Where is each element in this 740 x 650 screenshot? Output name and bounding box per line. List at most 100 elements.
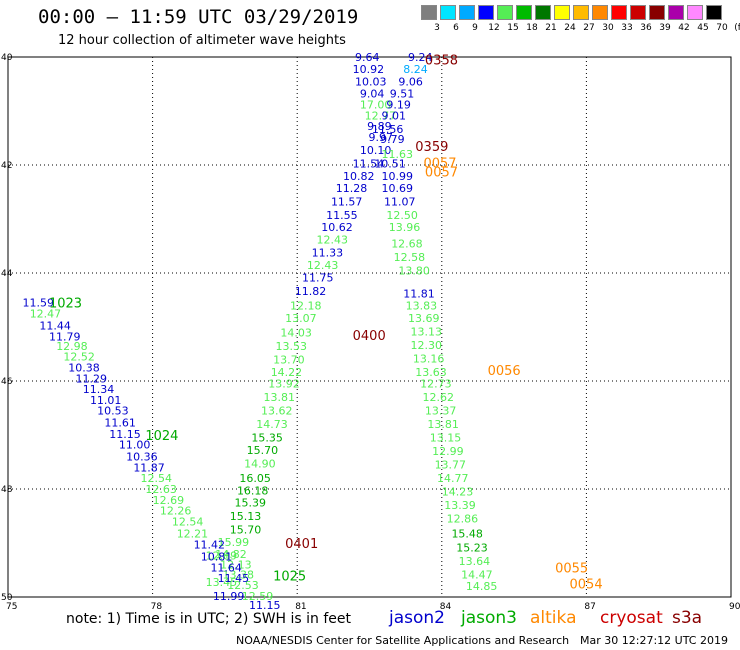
wave-height-value: 13.77	[435, 459, 467, 472]
wave-height-value: 13.15	[430, 432, 462, 445]
wave-height-value: 12.50	[386, 209, 418, 222]
wave-height-value: 10.82	[343, 170, 375, 183]
y-tick-label: 48	[1, 485, 13, 495]
wave-height-value: 11.42	[194, 539, 226, 552]
y-tick-label: 50	[1, 593, 13, 603]
wave-height-value: 9.89	[367, 120, 392, 133]
wave-height-value: 11.63	[382, 148, 414, 161]
y-tick-label: 44	[1, 269, 13, 279]
legend-level-label: 21	[545, 23, 557, 33]
wave-height-value: 14.03	[280, 326, 312, 339]
wave-height-value: 13.07	[285, 312, 317, 325]
legend-level-label: (ft)	[734, 23, 740, 33]
y-tick-label: 40	[1, 53, 13, 63]
legend-level-label: 42	[678, 23, 690, 33]
wave-height-value: 9.06	[398, 75, 423, 88]
y-tick-label: 46	[1, 377, 13, 387]
wave-height-value: 12.47	[30, 308, 62, 321]
wave-height-value: 12.69	[153, 494, 185, 507]
wave-height-value: 11.15	[109, 428, 141, 441]
wave-height-value: 10.92	[353, 63, 385, 76]
legend-level-label: 3	[434, 23, 440, 33]
wave-height-value: 11.07	[384, 196, 416, 209]
pass-time-label: 0400	[353, 329, 386, 344]
wave-height-value: 10.10	[360, 144, 392, 157]
wave-height-value: 11.15	[249, 599, 281, 612]
wave-height-value: 12.26	[160, 505, 192, 518]
wave-height-value: 14.22	[271, 366, 303, 379]
wave-height-value: 14.85	[466, 580, 498, 593]
wave-height-value: 12.54	[141, 472, 173, 485]
pass-time-label: 0056	[488, 364, 521, 379]
wave-height-value: 15.13	[230, 510, 262, 523]
wave-height-value: 15.70	[247, 444, 279, 457]
wave-height-value: 17.00	[360, 99, 392, 112]
legend-swatch	[573, 5, 589, 20]
wave-height-value: 11.82	[295, 285, 327, 298]
pass-time-label: 1025	[273, 569, 306, 584]
wave-height-value: 11.34	[83, 383, 115, 396]
wave-height-value: 12.21	[177, 527, 209, 540]
wave-height-value: 13.83	[406, 299, 438, 312]
wave-height-value: 12.18	[290, 299, 322, 312]
pass-time-label: 0055	[555, 561, 588, 576]
pass-time-label: 1023	[49, 297, 82, 312]
legend-level-label: 45	[697, 23, 709, 33]
wave-height-value: 10.81	[201, 551, 233, 564]
legend-swatch	[706, 5, 722, 20]
wave-height-value: 10.38	[68, 362, 100, 375]
wave-height-value: 9.97	[369, 131, 394, 144]
wave-height-value: 13.96	[389, 221, 421, 234]
wave-height-value: 13.38	[222, 568, 254, 581]
wave-height-value: 9.01	[382, 109, 407, 122]
wave-height-value: 12.62	[423, 391, 455, 404]
wave-height-value: 11.79	[49, 331, 81, 344]
wave-height-value: 13.45	[206, 576, 238, 589]
wave-height-value: 12.86	[447, 513, 479, 526]
legend-swatch	[421, 5, 437, 20]
wave-height-value: 12.52	[63, 351, 95, 364]
map-subtitle: 12 hour collection of altimeter wave hei…	[58, 33, 346, 48]
wave-height-value: 12.13	[220, 559, 252, 572]
legend-swatch	[611, 5, 627, 20]
wave-height-value: 11.33	[312, 246, 344, 259]
legend-swatch	[668, 5, 684, 20]
wave-height-value: 11.57	[331, 196, 363, 209]
wave-height-value: 15.35	[251, 432, 283, 445]
legend-level-label: 9	[472, 23, 478, 33]
wave-height-value: 11.01	[90, 394, 122, 407]
x-tick-label: 75	[6, 602, 17, 612]
wave-height-value: 12.53	[227, 579, 259, 592]
legend-swatch	[554, 5, 570, 20]
map-title: 00:00 – 11:59 UTC 03/29/2019	[38, 6, 359, 28]
x-tick-label: 81	[295, 602, 306, 612]
wave-height-value: 12.99	[432, 445, 464, 458]
wave-height-value: 12.77	[365, 109, 397, 122]
legend-level-label: 12	[488, 23, 500, 33]
x-tick-label: 90	[729, 602, 740, 612]
legend-level-label: 24	[564, 23, 576, 33]
wave-height-value: 11.28	[336, 182, 368, 195]
wave-height-value: 12.98	[56, 340, 87, 353]
wave-height-value: 12.43	[307, 259, 339, 272]
wave-height-value: 10.62	[321, 221, 353, 234]
wave-height-value: 13.92	[268, 378, 300, 391]
wave-height-value: 9.51	[390, 88, 415, 101]
satellite-name-s3a: s3a	[672, 608, 703, 628]
wave-height-value: 13.53	[276, 340, 308, 353]
wave-height-value: 12.43	[316, 234, 348, 247]
pass-time-label: 0401	[285, 537, 318, 552]
wave-height-value: 12.68	[391, 237, 423, 250]
wave-height-value: 14.82	[215, 548, 247, 561]
wave-height-value: 16.18	[237, 485, 269, 498]
wave-height-value: 11.45	[218, 572, 250, 585]
legend-swatch	[630, 5, 646, 20]
wave-height-value: 12.63	[145, 483, 177, 496]
wave-height-value: 11.29	[75, 372, 107, 385]
legend-swatch	[459, 5, 475, 20]
wave-height-value: 11.81	[403, 288, 435, 301]
wave-height-value: 15.70	[230, 524, 262, 537]
pass-time-label: 0359	[415, 140, 448, 155]
pass-time-label: 0358	[425, 54, 458, 69]
